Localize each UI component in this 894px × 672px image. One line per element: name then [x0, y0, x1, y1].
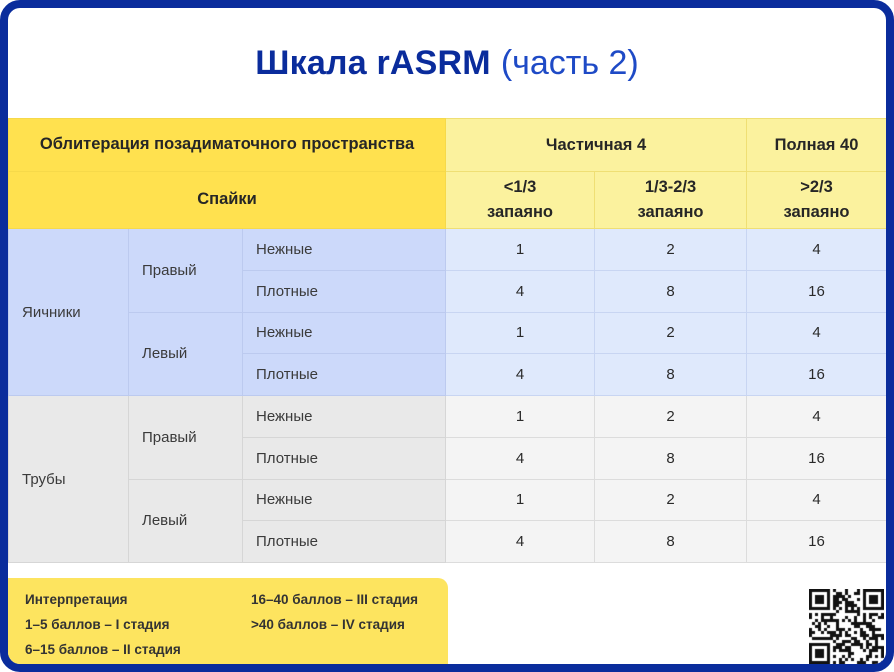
adhesion-type-cell: Нежные — [241, 228, 447, 271]
header-adhesions: Спайки — [8, 171, 447, 229]
score-cell: 4 — [445, 520, 596, 563]
score-cell: 2 — [594, 228, 748, 271]
header-obliteration: Облитерация позадиматочного пространства — [8, 118, 447, 172]
interpretation-title: Интерпретация — [25, 592, 128, 607]
interpretation-line: 1–5 баллов – I стадия — [25, 617, 170, 632]
header-col-mid-line2: запаяно — [637, 203, 704, 221]
score-cell: 16 — [746, 353, 886, 396]
adhesion-type-cell: Плотные — [241, 269, 447, 313]
side-cell: Правый — [128, 228, 243, 313]
interpretation-left-column: Интерпретация 1–5 баллов – I стадия 6–15… — [25, 587, 181, 662]
score-cell: 8 — [594, 353, 748, 396]
adhesion-type-cell: Нежные — [241, 478, 447, 522]
adhesion-type-cell: Плотные — [241, 436, 447, 480]
organ-cell: Яичники — [8, 228, 129, 396]
score-cell: 16 — [746, 269, 886, 313]
score-cell: 1 — [445, 478, 596, 522]
header-col-lt13-line1: <1/3 — [503, 178, 537, 197]
score-cell: 4 — [445, 353, 596, 396]
title-main: Шкала rASRM — [255, 43, 491, 82]
interpretation-panel: Интерпретация 1–5 баллов – I стадия 6–15… — [8, 578, 448, 664]
table-row: Трубы Правый Нежные 1 2 4 — [8, 395, 886, 563]
score-cell: 4 — [445, 436, 596, 480]
interpretation-line: 6–15 баллов – II стадия — [25, 642, 181, 657]
score-cell: 4 — [746, 311, 886, 355]
interpretation-right-column: 16–40 баллов – III стадия >40 баллов – I… — [251, 587, 418, 637]
score-cell: 16 — [746, 520, 886, 563]
interpretation-line: >40 баллов – IV стадия — [251, 617, 405, 632]
header-partial: Частичная 4 — [445, 118, 748, 172]
header-col-mid: 1/3-2/3 запаяно — [594, 171, 748, 229]
score-cell: 2 — [594, 395, 748, 438]
interpretation-line: 16–40 баллов – III стадия — [251, 592, 419, 607]
side-cell: Левый — [128, 478, 243, 563]
side-cell: Правый — [128, 395, 243, 480]
title-part: (часть 2) — [500, 43, 639, 82]
score-cell: 16 — [746, 436, 886, 480]
header-col-gt23-line1: >2/3 — [800, 178, 833, 197]
table-row: Левый Нежные 1 2 4 — [9, 311, 886, 396]
table-row: Плотные 4 8 16 — [9, 269, 886, 313]
table-row: Левый Нежные 1 2 4 — [9, 478, 886, 563]
header-col-lt13: <1/3 запаяно — [445, 171, 596, 229]
adhesion-type-cell: Плотные — [241, 353, 447, 396]
header-col-mid-line1: 1/3-2/3 — [644, 178, 697, 197]
rasrm-score-table: Облитерация позадиматочного пространства… — [8, 118, 886, 563]
table-row: Плотные 4 8 16 — [9, 353, 886, 396]
score-cell: 8 — [594, 436, 748, 480]
score-cell: 4 — [746, 228, 886, 271]
score-cell: 2 — [594, 478, 748, 522]
adhesion-type-cell: Нежные — [241, 311, 447, 355]
header-col-gt23: >2/3 запаяно — [746, 171, 886, 229]
qr-code — [809, 589, 884, 664]
score-cell: 1 — [445, 395, 596, 438]
score-cell: 2 — [594, 311, 748, 355]
header-complete: Полная 40 — [746, 118, 886, 172]
score-cell: 1 — [445, 311, 596, 355]
adhesion-type-cell: Плотные — [241, 520, 447, 563]
header-col-lt13-line2: запаяно — [487, 203, 553, 221]
table-row: Яичники Правый Нежные 1 2 4 — [8, 228, 886, 396]
score-cell: 4 — [445, 269, 596, 313]
header-col-gt23-line2: запаяно — [783, 203, 850, 221]
adhesion-type-cell: Нежные — [241, 395, 447, 438]
score-cell: 4 — [746, 478, 886, 522]
table-row: Плотные 4 8 16 — [9, 520, 886, 563]
side-cell: Левый — [128, 311, 243, 396]
score-cell: 4 — [746, 395, 886, 438]
score-cell: 1 — [445, 228, 596, 271]
score-cell: 8 — [594, 269, 748, 313]
organ-cell: Трубы — [8, 395, 129, 563]
score-cell: 8 — [594, 520, 748, 563]
page-title: Шкала rASRM (часть 2) — [8, 8, 886, 118]
